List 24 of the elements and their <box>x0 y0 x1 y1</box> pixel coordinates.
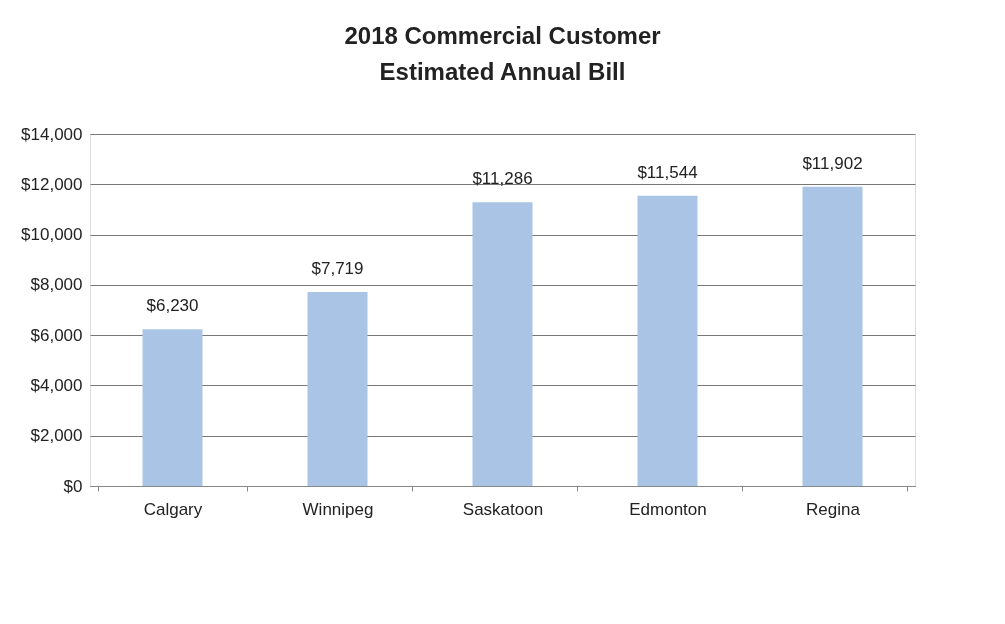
y-tick-label: $6,000 <box>30 325 83 345</box>
y-tick-label: $8,000 <box>30 275 83 295</box>
x-tick-label: Saskatoon <box>462 499 544 519</box>
chart-title: 2018 Commercial Customer Estimated Annual Bill <box>344 22 661 85</box>
data-label: $6,230 <box>146 296 199 316</box>
x-tick-label: Calgary <box>143 499 203 519</box>
x-tick-label: Winnipeg <box>302 499 374 519</box>
y-tick-label: $10,000 <box>21 225 83 245</box>
y-tick-label: $14,000 <box>21 124 83 144</box>
data-label: $11,902 <box>802 153 863 173</box>
y-tick-label: $2,000 <box>30 426 83 446</box>
y-tick-label: $12,000 <box>21 174 83 194</box>
bar <box>307 291 368 486</box>
x-tick-label: Edmonton <box>629 499 707 519</box>
bar <box>637 195 698 486</box>
bar <box>142 329 203 486</box>
y-tick-label: $4,000 <box>30 375 83 395</box>
y-tick-label: $0 <box>63 476 83 496</box>
bar <box>472 202 533 486</box>
bar <box>802 186 863 486</box>
data-label: $7,719 <box>311 258 364 278</box>
x-tick-label: Regina <box>806 499 861 519</box>
data-label: $11,544 <box>637 162 698 182</box>
data-label: $11,286 <box>472 169 533 189</box>
